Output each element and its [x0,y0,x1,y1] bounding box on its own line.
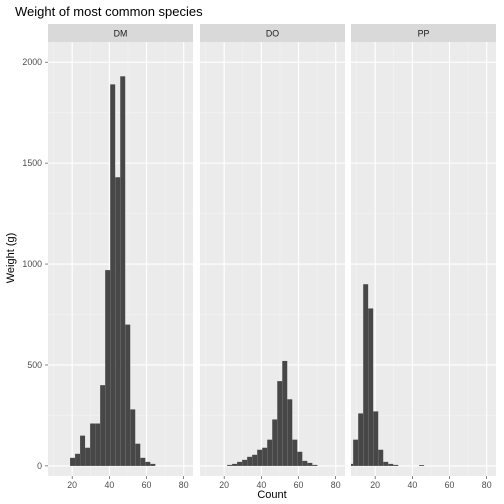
histogram-bar [242,459,248,466]
histogram-bar [307,462,313,466]
facet-panel-dm: DM 20 40 60 80 [48,24,193,490]
histogram-bar [373,411,379,466]
histogram-bar [105,270,111,466]
histogram-bar [272,419,278,466]
facet-strip [351,24,496,42]
histogram-bar [363,284,369,466]
x-tick-label: 60 [445,480,455,490]
histogram-bar [135,443,141,466]
histogram-bar [351,463,354,466]
facet-strip-label: PP [418,29,430,39]
histogram-bar [267,439,273,466]
histogram-bar [388,463,394,466]
x-tick-label: 20 [370,480,380,490]
x-tick-label: 80 [331,480,341,490]
facet-strip [200,24,345,42]
x-tick-label: 40 [104,480,114,490]
histogram-bar [287,399,293,466]
histogram-bar [247,456,253,466]
histogram-bar [130,409,136,466]
histogram-bar [125,324,131,466]
x-axis-title: Count [257,489,286,501]
histogram-bar [75,453,81,466]
histogram-bar [383,461,389,466]
x-tick-label: 60 [294,480,304,490]
histogram-bar [237,461,243,466]
histogram-bar [110,84,116,466]
histogram-bar [302,460,308,466]
y-tick-label: 1500 [22,158,42,168]
histogram-bar [232,463,238,466]
y-tick-label: 500 [27,360,42,370]
x-tick-label: 80 [179,480,189,490]
facet-strip-label: DO [266,29,279,39]
y-tick-label: 2000 [22,57,42,67]
facet-panels: DM 20 40 60 80 DO 20 40 60 80 PP 20 40 60 80 [48,24,496,490]
histogram-bar [419,465,425,466]
x-tick-label: 80 [482,480,492,490]
y-axis: 0 500 1000 1500 2000 [22,57,48,471]
histogram-bar [140,457,146,466]
y-axis-title: Weight (g) [5,233,17,284]
histogram-bar [282,360,288,466]
facet-panel-pp: PP 20 40 60 80 [351,24,496,490]
histogram-bar [353,439,359,466]
histogram-bar [95,423,101,466]
histogram-bar [80,435,86,466]
x-tick-label: 40 [407,480,417,490]
facet-panel-do: DO 20 40 60 80 [200,24,345,490]
y-tick-label: 0 [37,461,42,471]
x-tick-label: 20 [219,480,229,490]
histogram-bar [297,451,303,466]
chart-title: Weight of most common species [15,4,203,19]
facet-strip-label: DM [114,29,128,39]
histogram-bar [100,385,106,466]
histogram-bar [252,454,258,466]
histogram-bar [277,381,283,466]
x-tick-label: 60 [142,480,152,490]
histogram-bar [368,308,374,466]
histogram-bar [312,464,318,466]
x-tick-label: 20 [67,480,77,490]
histogram-bar [150,463,156,466]
x-tick-label: 40 [256,480,266,490]
histogram-bar [115,177,121,466]
histogram-bar [378,449,384,466]
histogram-bar [358,413,364,466]
histogram-bar [262,447,268,466]
histogram-bar [145,461,151,466]
histogram-bar [292,439,298,466]
histogram-bar [257,449,263,466]
facet-strip [48,24,193,42]
panel-background [200,42,345,476]
histogram-bar [393,464,399,466]
histogram-bar [70,457,76,466]
histogram-bar [120,76,126,466]
histogram-bar [227,464,233,466]
y-tick-label: 1000 [22,259,42,269]
histogram-bar [90,423,96,466]
histogram-bar [85,447,91,466]
